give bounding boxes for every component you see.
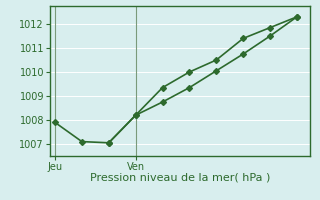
X-axis label: Pression niveau de la mer( hPa ): Pression niveau de la mer( hPa ): [90, 173, 270, 183]
